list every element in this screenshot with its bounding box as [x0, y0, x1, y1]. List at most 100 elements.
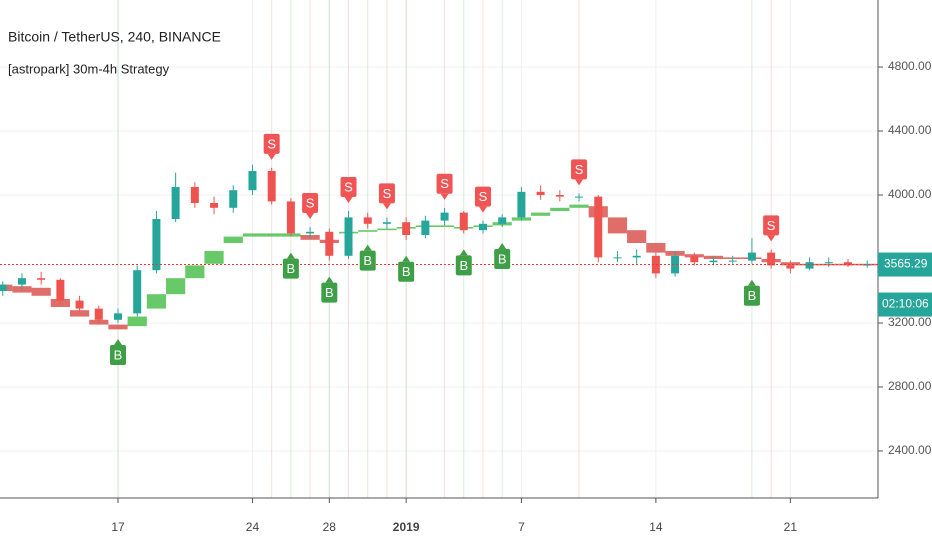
sell-pointer: [306, 213, 315, 220]
band-segment: [550, 207, 570, 212]
buy-label: B: [287, 261, 296, 276]
candle-body: [325, 231, 334, 256]
sell-pointer: [478, 206, 487, 213]
buy-box: [494, 249, 511, 270]
sell-box: [378, 183, 395, 204]
buy-label: B: [363, 253, 372, 268]
buy-box: [359, 250, 376, 271]
band-segment: [146, 294, 167, 309]
x-tick-label: 24: [246, 520, 260, 534]
band-segment: [607, 217, 628, 234]
candle-body: [229, 190, 238, 208]
buy-box: [321, 282, 338, 303]
sell-pointer: [440, 193, 449, 200]
buy-pointer: [363, 244, 372, 251]
band-segment: [166, 278, 186, 295]
last-price-box: [878, 252, 932, 277]
candle-body: [575, 196, 584, 198]
y-tick-label: 2400.00: [888, 443, 932, 457]
countdown-box: [878, 292, 932, 317]
band-segment: [569, 204, 589, 208]
band-segment: [204, 250, 224, 264]
buy-box: [743, 285, 760, 306]
band-segment: [69, 310, 90, 317]
candle-body: [555, 195, 564, 197]
x-tick-label: 7: [518, 520, 525, 534]
candle-body: [402, 222, 411, 236]
y-tick-label: 4800.00: [888, 59, 932, 73]
candle-body: [498, 217, 507, 224]
sell-box: [763, 215, 780, 236]
buy-label: B: [325, 285, 334, 300]
x-tick-label: 2019: [393, 520, 420, 534]
y-tick-label: 2800.00: [888, 379, 932, 393]
band-segment: [646, 243, 666, 253]
plot: B S B S B S B S B S B S B S B S: [0, 133, 878, 365]
x-tick-label: 28: [323, 520, 337, 534]
buy-box: [110, 344, 126, 365]
candle-body: [382, 222, 391, 224]
buy-pointer: [114, 338, 122, 345]
candle-body: [709, 260, 718, 263]
candle-body: [728, 260, 737, 262]
candle-body: [94, 308, 103, 320]
band-segment: [223, 236, 243, 244]
candle-body: [671, 255, 680, 274]
sell-label: S: [767, 218, 776, 233]
sell-label: S: [344, 179, 353, 194]
candle-body: [440, 212, 449, 221]
candle-body: [459, 212, 468, 231]
candle-body: [517, 191, 526, 218]
candle-body: [37, 278, 46, 280]
buy-pointer: [459, 249, 468, 256]
candle-body: [344, 217, 353, 256]
sell-box: [474, 186, 491, 207]
candle-body: [267, 171, 276, 202]
candle-body: [786, 265, 795, 269]
candle-body: [767, 252, 776, 266]
candle-body: [863, 264, 872, 266]
sell-box: [263, 133, 280, 154]
band-segment: [434, 225, 455, 228]
candle-body: [0, 284, 7, 291]
candle-body: [536, 191, 545, 196]
chart-title: Bitcoin / TetherUS, 240, BINANCE: [8, 29, 221, 45]
sell-pointer: [267, 153, 276, 160]
band-segment: [31, 287, 51, 296]
candle-body: [152, 219, 161, 271]
sell-pointer: [344, 197, 353, 204]
candle-body: [843, 262, 852, 266]
buy-pointer: [286, 252, 295, 259]
buy-label: B: [748, 288, 757, 303]
sell-box: [340, 177, 357, 198]
buy-pointer: [325, 276, 334, 283]
buy-box: [455, 255, 472, 276]
sell-label: S: [575, 162, 584, 177]
sell-label: S: [479, 189, 488, 204]
band-segment: [108, 324, 128, 330]
sell-label: S: [440, 176, 449, 191]
band-segment: [127, 316, 147, 327]
candle-body: [75, 300, 84, 309]
axes: 2400.00 2800.00 3200.00 4000.00 4400.00 4800.…: [111, 59, 932, 534]
candle-body: [747, 252, 756, 261]
buy-label: B: [402, 264, 411, 279]
buy-label: B: [498, 251, 507, 266]
buy-box: [398, 261, 415, 282]
candle-body: [421, 220, 430, 236]
buy-box: [282, 258, 299, 279]
sell-pointer: [575, 179, 584, 186]
sell-label: S: [267, 136, 276, 151]
sell-box: [436, 173, 453, 194]
candle-body: [651, 255, 660, 274]
indicator-name: [astropark] 30m-4h Strategy: [8, 61, 170, 76]
candle-body: [171, 187, 180, 220]
last-price-label: 3565.29: [884, 257, 928, 271]
band-segment: [262, 233, 282, 237]
sell-box: [302, 193, 319, 214]
buy-label: B: [459, 258, 468, 273]
buy-pointer: [498, 243, 507, 250]
y-tick-label: 4400.00: [888, 123, 932, 137]
